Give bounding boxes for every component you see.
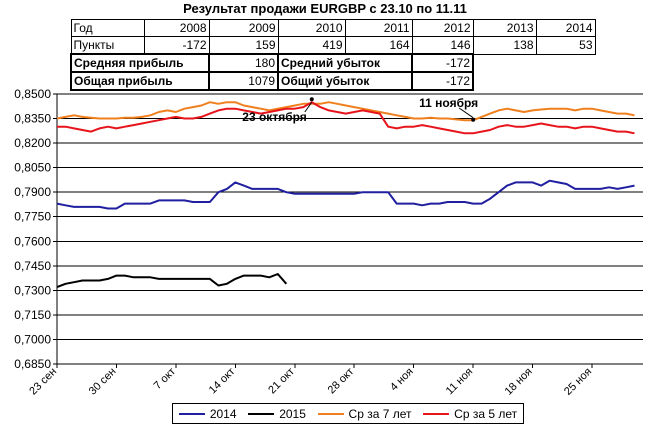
stats-header-2009: 2009 (208, 19, 279, 37)
stats-avg-loss-value: -172 (411, 53, 474, 73)
stats-header-row: Год 2008 2009 2010 2011 2012 2013 2014 (70, 19, 596, 37)
stats-header-2012: 2012 (411, 19, 474, 37)
y-tick-label: 0,7900 (14, 185, 51, 199)
stats-total-row: Общая прибыль 1079 Общий убыток -172 (70, 71, 595, 91)
stats-avg-row: Средняя прибыль 180 Средний убыток -172 (70, 53, 595, 73)
y-tick-label: 0,8350 (14, 112, 51, 126)
x-tick-label: 25 ноя (562, 366, 594, 398)
series-line (56, 101, 635, 122)
annotation-marker (309, 97, 314, 102)
stats-avg-loss-label: Средний убыток (277, 53, 413, 73)
x-tick-label: 30 сен (87, 366, 119, 398)
legend-label: 2015 (279, 406, 306, 421)
x-tick-label: 21 окт (266, 366, 297, 397)
y-tick-label: 0,7750 (14, 210, 51, 224)
stats-points-row: Пункты -172 159 419 164 146 138 53 (70, 36, 596, 55)
stats-table: Год 2008 2009 2010 2011 2012 2013 2014 П… (70, 19, 596, 91)
legend-label: Ср за 5 лет (454, 406, 518, 421)
stats-avg-profit-value: 180 (208, 53, 279, 73)
stats-header-2014: 2014 (535, 19, 596, 37)
annotation-leader-line (304, 101, 313, 113)
legend-swatch (248, 412, 275, 415)
y-tick-label: 0,7450 (14, 259, 51, 273)
y-tick-label: 0,8050 (14, 161, 51, 175)
stats-header-2011: 2011 (344, 19, 413, 37)
annotation-label: 23 октября (242, 110, 306, 124)
stats-points-label: Пункты (70, 36, 145, 55)
x-tick-label: 4 ноя (388, 366, 416, 394)
stats-total-profit-value: 1079 (208, 71, 279, 91)
stats-avg-profit-label: Средняя прибыль (70, 53, 210, 73)
series-line (56, 179, 635, 210)
y-tick-label: 0,7000 (14, 332, 51, 346)
stats-total-loss-label: Общий убыток (277, 71, 413, 91)
y-tick-label: 0,7150 (14, 308, 51, 322)
legend-swatch (317, 412, 344, 415)
x-tick-label: 18 ноя (503, 366, 535, 398)
stats-header-year-label: Год (70, 19, 145, 37)
stats-points-2014: 53 (535, 36, 596, 55)
legend-label: 2014 (209, 406, 237, 421)
x-tick-label: 7 окт (152, 366, 178, 392)
legend-item: 2014 (178, 406, 237, 421)
legend-swatch (178, 412, 205, 415)
series-line (56, 273, 288, 289)
stats-total-loss-value: -172 (411, 71, 474, 91)
y-tick-label: 0,8200 (14, 136, 51, 150)
y-tick-label: 0,8500 (14, 87, 51, 101)
y-tick-label: 0,7300 (14, 283, 51, 297)
legend-label: Ср за 7 лет (348, 406, 412, 421)
x-tick-label: 14 окт (207, 366, 238, 397)
y-tick-label: 0,7600 (14, 234, 51, 248)
legend-swatch (423, 412, 450, 415)
legend-item: Ср за 7 лет (317, 406, 412, 421)
legend: 2014 2015 Ср за 7 лет Ср за 5 лет (172, 403, 524, 424)
stats-total-profit-label: Общая прибыль (70, 71, 210, 91)
x-tick-label: 11 ноя (444, 366, 476, 398)
x-tick-label: 28 окт (326, 366, 357, 397)
annotation-label: 11 ноября (419, 96, 478, 110)
annotation-leader-line (458, 107, 474, 119)
legend-item: Ср за 5 лет (423, 407, 517, 421)
stats-header-2010: 2010 (277, 19, 346, 37)
legend-item: 2015 (248, 407, 306, 421)
series-line (57, 101, 635, 135)
y-tick-label: 0,6850 (14, 357, 51, 371)
chart-title: Результат продажи EURGBP с 23.10 по 11.1… (183, 1, 467, 16)
stats-points-2013: 138 (472, 36, 537, 55)
annotation-marker (471, 117, 476, 122)
stats-header-2008: 2008 (143, 19, 210, 37)
